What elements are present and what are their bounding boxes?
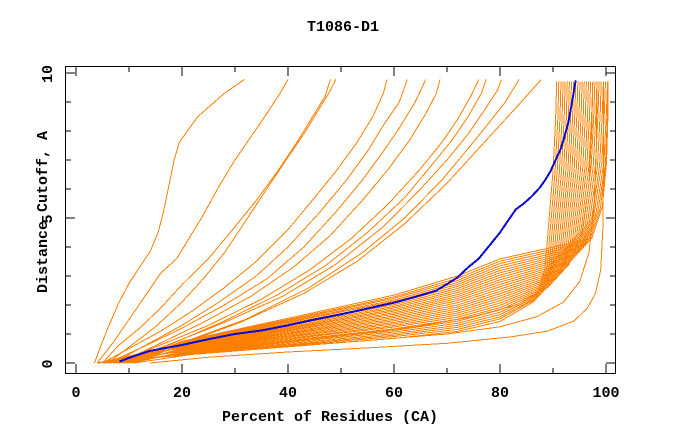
y-tick-label: 0 xyxy=(40,359,57,368)
model-curve xyxy=(118,81,566,364)
x-axis-label: Percent of Residues (CA) xyxy=(222,409,438,426)
model-curve xyxy=(123,79,542,364)
model-curve xyxy=(128,79,520,364)
model-curve xyxy=(102,79,331,364)
y-axis-label: Distance Cutoff, A xyxy=(35,131,52,293)
model-curves xyxy=(94,78,609,364)
model-curve xyxy=(123,79,487,364)
model-curve xyxy=(94,78,245,364)
plot-title: T1086-D1 xyxy=(307,19,379,36)
model-curve xyxy=(113,81,564,364)
model-curve xyxy=(97,81,558,364)
model-curve xyxy=(112,79,408,364)
x-tick-label: 20 xyxy=(173,385,191,402)
model-curve xyxy=(107,79,337,364)
model-curve xyxy=(118,79,503,364)
model-curve xyxy=(112,81,609,364)
model-curve xyxy=(97,81,572,364)
model-curve xyxy=(126,81,568,364)
x-tick-label: 40 xyxy=(279,385,297,402)
highlighted-model-curve xyxy=(119,80,577,363)
model-curve xyxy=(112,79,480,364)
y-tick-label: 10 xyxy=(40,65,57,83)
model-curve xyxy=(128,81,609,364)
model-curve xyxy=(107,79,427,364)
model-curve xyxy=(118,81,581,364)
plot-frame xyxy=(65,66,616,374)
model-curve xyxy=(99,81,587,364)
model-curve xyxy=(113,81,579,364)
model-curve xyxy=(131,81,570,364)
x-tick-label: 100 xyxy=(592,385,619,402)
y-tick-label: 5 xyxy=(40,214,57,223)
model-curve xyxy=(102,79,388,364)
model-curve xyxy=(102,81,560,364)
model-curve xyxy=(115,81,594,364)
model-curve xyxy=(107,81,577,364)
model-curve xyxy=(107,81,606,364)
model-curve xyxy=(128,81,585,364)
x-tick-label: 60 xyxy=(385,385,403,402)
model-curve xyxy=(105,81,589,364)
x-tick-label: 80 xyxy=(491,385,509,402)
model-curve xyxy=(102,81,575,364)
axis-tick-labels: 0 20 40 60 80 100 0 5 10 xyxy=(40,65,620,402)
x-tick-label: 0 xyxy=(71,385,80,402)
model-curve xyxy=(126,81,598,364)
axis-ticks xyxy=(66,67,615,373)
model-curve xyxy=(120,81,596,364)
model-curve xyxy=(102,81,604,364)
model-curve xyxy=(118,79,441,364)
model-curve xyxy=(110,81,592,364)
model-curve xyxy=(123,81,583,364)
model-curve xyxy=(96,79,289,364)
